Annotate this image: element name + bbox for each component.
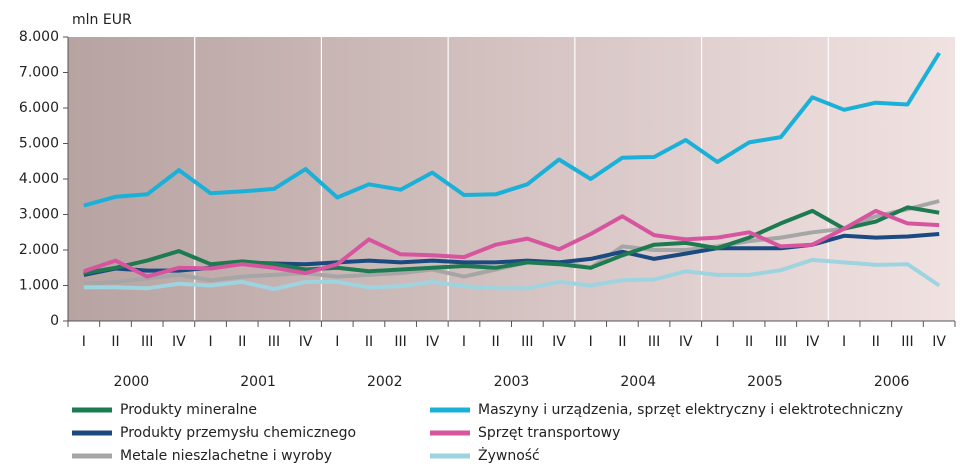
x-tick-label: I — [715, 334, 719, 350]
x-tick-label: I — [208, 334, 212, 350]
x-tick-label: I — [462, 334, 466, 350]
x-tick-label: II — [238, 334, 246, 350]
y-tick-label: 6.000 — [19, 100, 59, 116]
series-line — [83, 208, 940, 279]
y-tick-label: 3.000 — [19, 207, 59, 223]
x-tick-label: IV — [932, 334, 946, 350]
y-tick-label: 4.000 — [19, 171, 59, 187]
series-line — [83, 257, 941, 292]
y-tick-label: 0 — [50, 313, 59, 329]
x-tick-label: I — [842, 334, 846, 350]
series-line — [83, 51, 941, 208]
x-tick-label: IV — [806, 334, 820, 350]
year-label: 2001 — [240, 374, 276, 390]
x-tick-label: IV — [425, 334, 439, 350]
year-label: 2005 — [747, 374, 783, 390]
y-tick-label: 8.000 — [19, 29, 59, 45]
x-tick-label: III — [521, 334, 533, 350]
series-line — [83, 205, 940, 276]
x-tick-label: III — [141, 334, 153, 350]
x-tick-label: IV — [679, 334, 693, 350]
x-tick-label: III — [901, 334, 913, 350]
y-tick-label: 7.000 — [19, 65, 59, 81]
x-tick-label: II — [111, 334, 119, 350]
y-tick-label: 5.000 — [19, 136, 59, 152]
x-tick-label: I — [335, 334, 339, 350]
x-tick-label: II — [492, 334, 500, 350]
x-tick-label: IV — [552, 334, 566, 350]
x-tick-label: III — [268, 334, 280, 350]
x-tick-label: II — [618, 334, 626, 350]
plot-background — [68, 37, 955, 321]
x-tick-label: IV — [299, 334, 313, 350]
year-label: 2004 — [620, 374, 656, 390]
x-tick-label: III — [648, 334, 660, 350]
year-label: 2002 — [367, 374, 403, 390]
legend-label: Produkty przemysłu chemicznego — [120, 425, 356, 441]
year-label: 2003 — [494, 374, 530, 390]
x-tick-label: II — [365, 334, 373, 350]
x-tick-label: I — [589, 334, 593, 350]
x-tick-label: III — [775, 334, 787, 350]
y-tick-label: 1.000 — [19, 278, 59, 294]
year-label: 2000 — [114, 374, 150, 390]
x-tick-label: III — [394, 334, 406, 350]
y-tick-label: 2.000 — [19, 242, 59, 258]
legend-label: Maszyny i urządzenia, sprzęt elektryczny… — [478, 402, 903, 418]
legend-label: Produkty mineralne — [120, 402, 257, 418]
y-axis-unit: mln EUR — [72, 12, 132, 28]
year-label: 2006 — [874, 374, 910, 390]
x-tick-label: IV — [172, 334, 186, 350]
x-tick-label: II — [872, 334, 880, 350]
legend-label: Metale nieszlachetne i wyroby — [120, 448, 332, 464]
x-tick-label: II — [745, 334, 753, 350]
legend-label: Sprzęt transportowy — [478, 425, 620, 441]
legend-label: Żywność — [478, 446, 540, 464]
x-tick-label: I — [82, 334, 86, 350]
